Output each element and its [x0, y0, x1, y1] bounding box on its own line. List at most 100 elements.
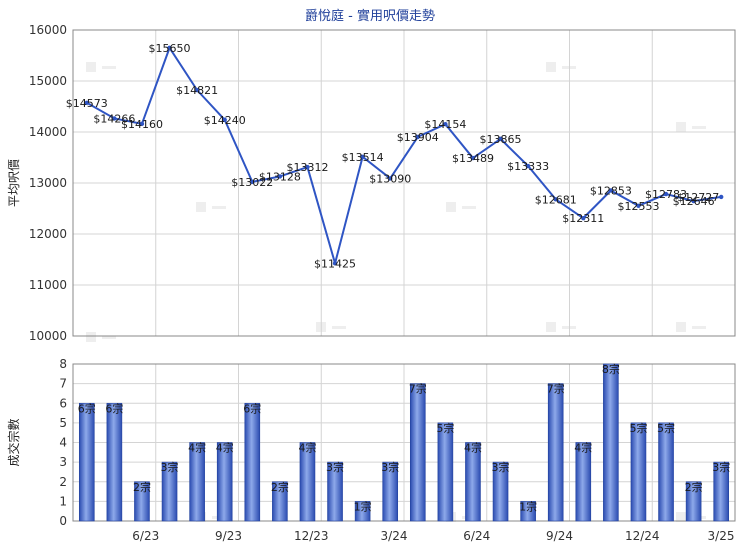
bars-xtick-label: 3/25 [708, 529, 735, 543]
price-data-label: $13090 [369, 172, 411, 185]
watermark-block [546, 322, 556, 332]
transaction-bar [272, 481, 288, 522]
price-data-label: $13312 [286, 161, 328, 174]
watermark-bar [212, 206, 226, 209]
bar-data-label: 6宗 [105, 401, 123, 415]
bars-plot-frame [72, 363, 736, 522]
watermark-mark [546, 62, 576, 72]
bars-ytick-label: 2 [59, 475, 67, 489]
price-point [84, 100, 89, 105]
transaction-bar [437, 422, 454, 522]
price-point [222, 117, 227, 122]
transaction-bar [575, 442, 592, 522]
bar-data-label: 2宗 [133, 480, 151, 494]
bars-ytick-label: 3 [59, 455, 67, 469]
price-point [332, 261, 338, 266]
price-data-label: $13865 [480, 133, 522, 146]
price-ytick-label: 12000 [29, 227, 67, 241]
transaction-bar [161, 461, 178, 522]
price-data-label: $12681 [535, 193, 577, 206]
bar-data-label: 4宗 [298, 441, 316, 455]
bars-xtick-label: 9/24 [546, 529, 573, 543]
price-point [663, 191, 669, 197]
price-point [167, 45, 172, 51]
price-ytick-label: 13000 [29, 176, 67, 190]
transaction-bar [216, 442, 233, 522]
bar-data-label: 3宗 [712, 460, 730, 474]
price-point [719, 194, 724, 200]
transaction-bar [299, 442, 316, 522]
transaction-bar [354, 501, 371, 522]
watermark-bar [102, 66, 116, 69]
watermark-bar [332, 326, 346, 329]
watermark-mark [446, 202, 476, 212]
price-point [360, 154, 365, 159]
watermark-mark [546, 322, 576, 332]
bars-ytick-label: 6 [59, 396, 67, 410]
price-series-line [86, 46, 722, 265]
price-data-label: $12553 [617, 200, 659, 213]
watermark-mark [86, 62, 116, 72]
price-data-label: $12311 [562, 212, 604, 225]
transaction-bar [78, 402, 95, 522]
price-point [581, 215, 586, 221]
price-point [498, 136, 503, 142]
bars-ytick-label: 1 [59, 494, 67, 508]
bars-ytick-label: 4 [59, 436, 67, 450]
price-ytick-label: 14000 [29, 125, 67, 139]
price-data-label: $13904 [397, 131, 439, 144]
price-data-label: $14573 [66, 97, 108, 110]
price-point [112, 116, 117, 121]
bar-data-label: 1宗 [354, 499, 372, 513]
bars-ytick-label: 7 [59, 377, 67, 391]
bar-data-label: 3宗 [492, 460, 510, 474]
bars-ytick-label: 8 [59, 357, 67, 371]
price-ytick-label: 15000 [29, 74, 67, 88]
price-plot-frame [72, 29, 736, 337]
price-point [470, 155, 476, 161]
bar-data-label: 2宗 [271, 480, 289, 494]
bars-xtick-label: 12/24 [625, 529, 660, 543]
bar-data-label: 1宗 [519, 499, 537, 513]
watermark-mark [86, 332, 116, 342]
transaction-bar [685, 481, 702, 522]
price-point [139, 121, 145, 127]
watermark-block [196, 202, 206, 212]
transaction-bar [630, 422, 647, 522]
transaction-bar [189, 442, 205, 522]
transaction-bar [106, 402, 123, 522]
price-data-label: $13514 [342, 151, 384, 164]
bars-xtick-label: 3/24 [381, 529, 408, 543]
watermark-block [676, 512, 686, 522]
bar-data-label: 6宗 [243, 401, 261, 415]
watermark-block [86, 62, 96, 72]
price-data-label: $12853 [590, 184, 632, 197]
bar-data-label: 5宗 [657, 421, 675, 435]
price-point [691, 198, 696, 204]
price-data-label: $14266 [93, 112, 135, 125]
price-ytick-label: 11000 [29, 278, 67, 292]
watermark-bar [102, 336, 116, 339]
watermark-block [86, 332, 96, 342]
price-data-label: $13489 [452, 152, 494, 165]
price-point [388, 176, 393, 181]
transaction-bar [244, 402, 261, 522]
watermark-bar [692, 326, 706, 329]
bar-data-label: 4宗 [216, 441, 234, 455]
price-data-label: $14240 [204, 114, 246, 127]
bar-data-label: 5宗 [436, 421, 454, 435]
bar-data-label: 6宗 [78, 401, 96, 415]
bars-xtick-label: 9/23 [215, 529, 242, 543]
watermark-block [676, 322, 686, 332]
price-point [305, 164, 310, 170]
price-point [415, 134, 420, 140]
bar-data-label: 7宗 [409, 382, 427, 396]
transaction-bar [713, 461, 730, 522]
watermark-mark [676, 122, 706, 132]
transaction-bar [520, 501, 536, 522]
price-point [553, 197, 558, 202]
price-data-label: $12783 [645, 188, 687, 201]
bar-data-label: 8宗 [602, 362, 620, 376]
